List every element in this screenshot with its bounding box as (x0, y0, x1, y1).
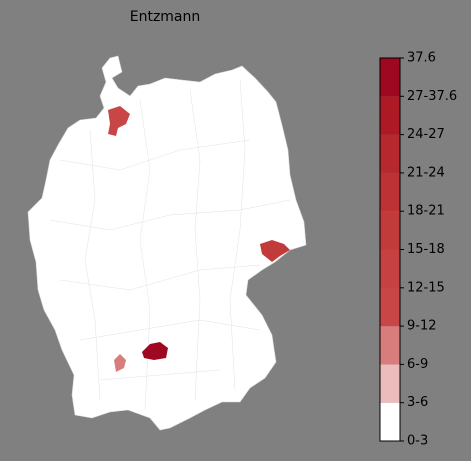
colorbar-segment (380, 402, 400, 441)
highlighted-district (260, 240, 290, 262)
colorbar-segment (380, 96, 400, 135)
colorbar-segment (380, 249, 400, 288)
colorbar-segment (380, 211, 400, 250)
highlighted-district (114, 354, 126, 372)
colorbar-label: 9-12 (407, 319, 437, 334)
colorbar-segment (380, 58, 400, 97)
colorbar-label: 27-37.6 (407, 89, 457, 104)
colorbar-segment (380, 326, 400, 365)
colorbar-label: 12-15 (407, 280, 445, 295)
colorbar-label: 18-21 (407, 204, 445, 219)
map-title: Entzmann (130, 9, 201, 25)
colorbar-segment (380, 364, 400, 403)
highlighted-district (108, 106, 130, 136)
country-outline (27, 55, 307, 431)
colorbar: 0-3 3-6 6-9 9-12 12-15 15-18 18-21 21-24 24-27 27… (379, 51, 457, 449)
colorbar-label: 21-24 (407, 165, 445, 180)
colorbar-segment (380, 172, 400, 212)
colorbar-segment (380, 287, 400, 327)
colorbar-label: 3-6 (407, 395, 428, 410)
colorbar-label: 15-18 (407, 242, 445, 257)
colorbar-label: 0-3 (407, 434, 428, 449)
highlighted-district (142, 342, 168, 360)
colorbar-label: 6-9 (407, 357, 428, 372)
colorbar-label: 37.6 (407, 51, 436, 66)
germany-map (27, 55, 307, 431)
colorbar-label: 24-27 (407, 127, 445, 142)
colorbar-segment (380, 134, 400, 173)
district-borders (49, 79, 291, 411)
